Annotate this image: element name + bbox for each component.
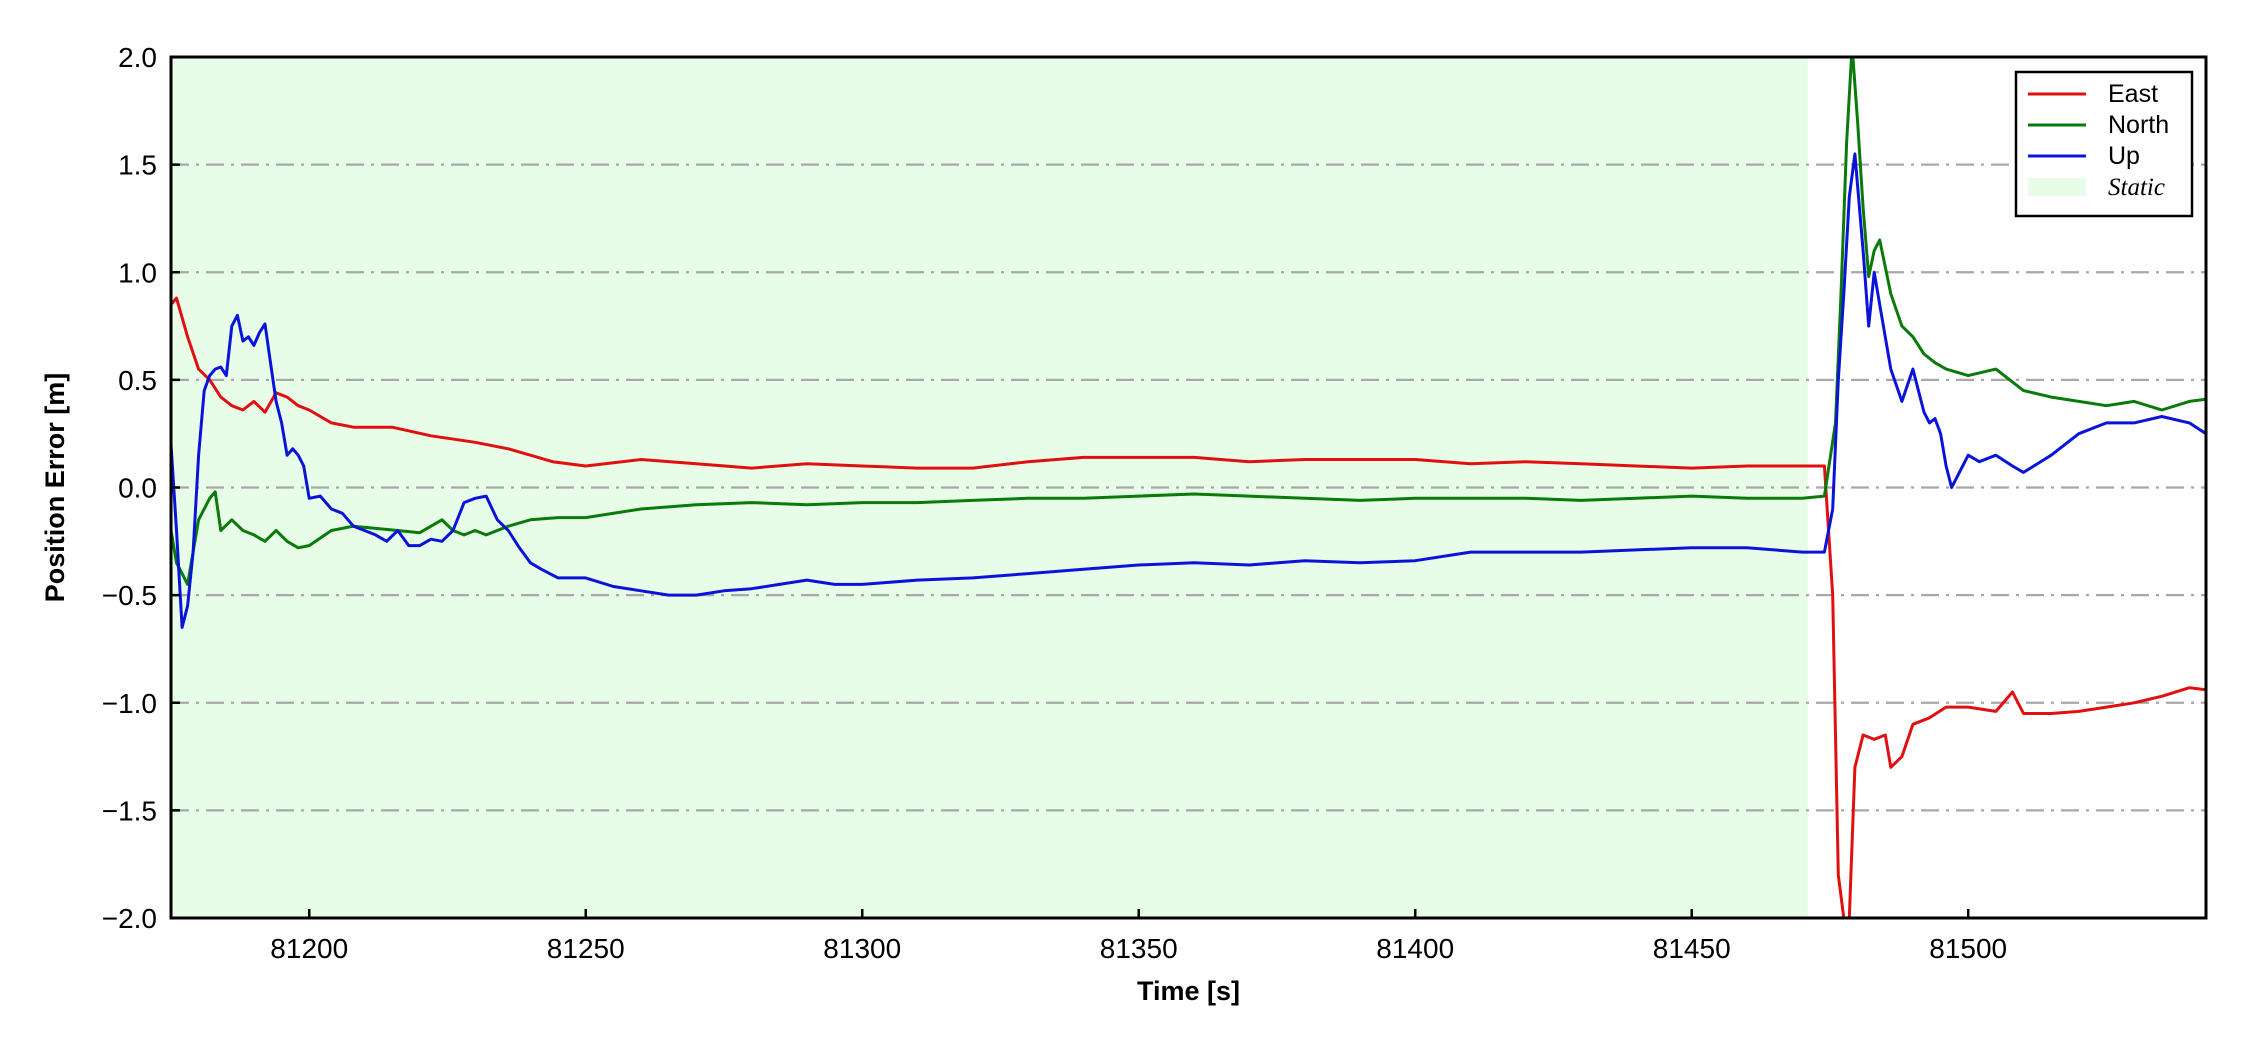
y-tick-label: 1.0 — [118, 257, 157, 288]
y-axis-label: Position Error [m] — [40, 373, 70, 603]
series-line-east — [171, 296, 2206, 918]
legend-label-north: North — [2108, 111, 2169, 139]
legend-label-up: Up — [2108, 142, 2140, 170]
y-tick-label: 0.0 — [118, 473, 157, 504]
series-line-up — [171, 152, 2206, 629]
x-axis-label: Time [s] — [1137, 976, 1240, 1006]
y-tick-label: 0.5 — [118, 365, 157, 396]
y-tick-label: −1.0 — [102, 688, 157, 719]
y-tick-label: −2.0 — [102, 903, 157, 934]
x-tick-label: 81400 — [1376, 933, 1454, 964]
y-tick-label: −0.5 — [102, 580, 157, 611]
y-tick-label: 2.0 — [118, 42, 157, 73]
y-tick-label: 1.5 — [118, 150, 157, 181]
legend-swatch-static — [2028, 178, 2086, 196]
legend-label-static: Static — [2108, 174, 2165, 201]
legend-label-east: East — [2108, 80, 2158, 108]
series-line-north — [171, 57, 2206, 586]
legend: East North Up Static — [2014, 70, 2194, 218]
x-tick-label: 81200 — [270, 933, 348, 964]
y-tick-label: −1.5 — [102, 795, 157, 826]
x-tick-label: 81500 — [1929, 933, 2007, 964]
x-tick-label: 81250 — [547, 933, 625, 964]
x-tick-label: 81350 — [1100, 933, 1178, 964]
x-tick-label: 81450 — [1653, 933, 1731, 964]
x-tick-label: 81300 — [823, 933, 901, 964]
